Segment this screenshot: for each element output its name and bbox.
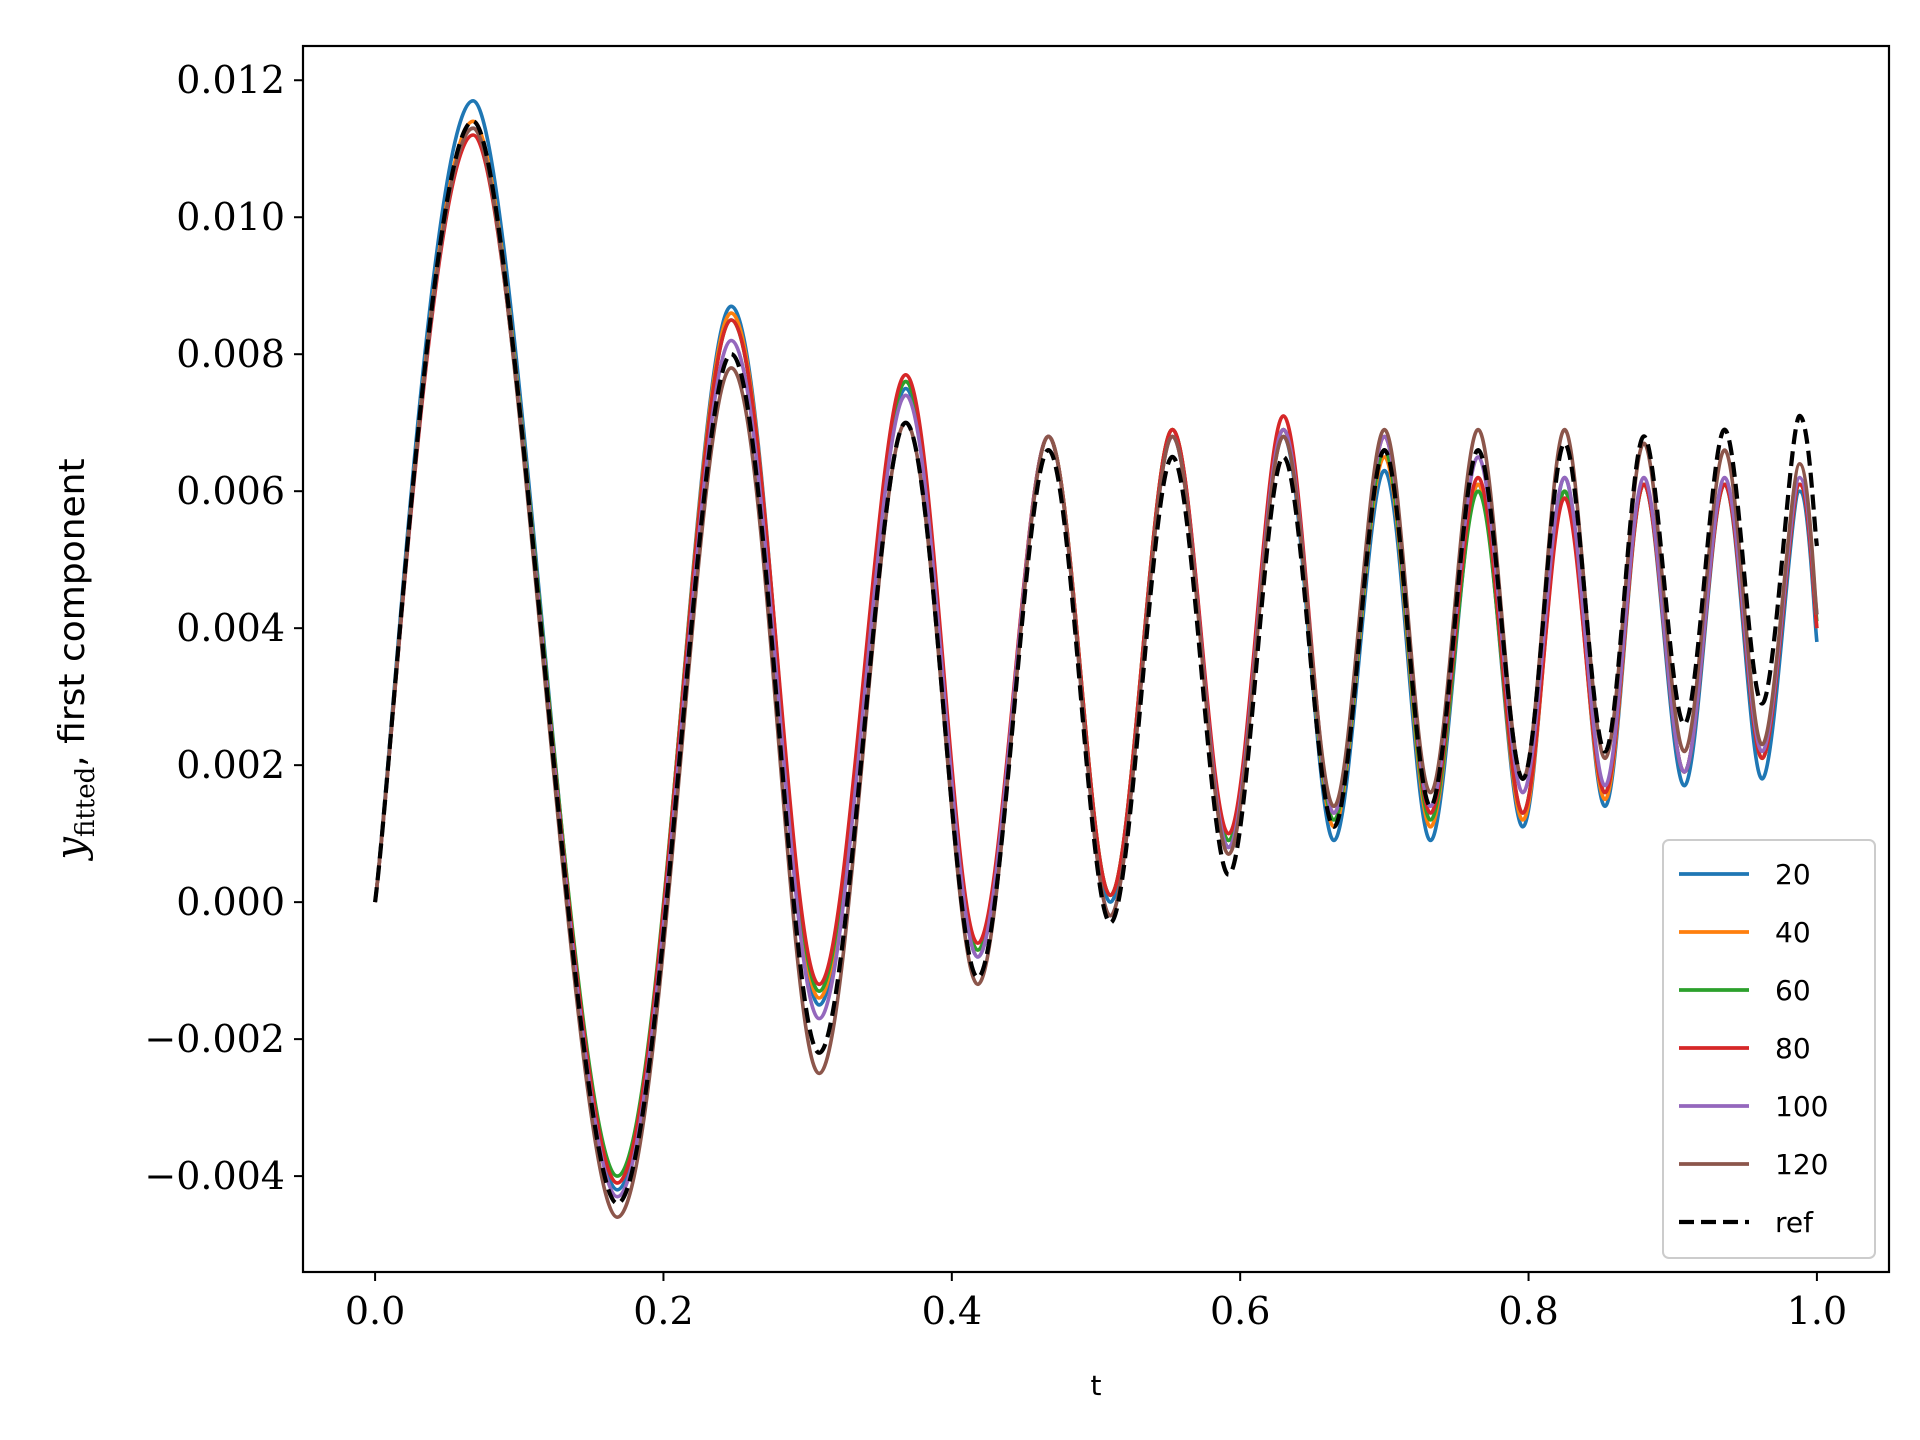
y-tick-label: 0.006	[176, 469, 285, 513]
series-line-100	[373, 126, 1819, 1199]
legend: 20 40 60 80 100 120 ref	[1662, 839, 1876, 1259]
x-axis-label: t	[1091, 1369, 1102, 1402]
series-line-80	[373, 133, 1819, 1185]
y-axis-label-main: y	[48, 836, 94, 862]
y-tick-label: −0.004	[144, 1154, 285, 1198]
legend-label-80: 80	[1775, 1032, 1811, 1065]
legend-box	[1662, 839, 1876, 1259]
legend-label-120: 120	[1775, 1148, 1828, 1181]
legend-label-60: 60	[1775, 974, 1811, 1007]
series-layer	[373, 99, 1819, 1219]
y-axis-label: yfitted, first component	[48, 458, 101, 861]
y-tick-label: 0.004	[176, 606, 285, 650]
legend-label-20: 20	[1775, 858, 1811, 891]
y-axis-label-rest: , first component	[52, 458, 93, 766]
series-line-40	[373, 119, 1819, 1185]
legend-label-ref: ref	[1775, 1206, 1814, 1239]
ticks-layer: 0.0 0.2 0.4 0.6 0.8 1.0 −0.004 −0.002 0.000 0.002…	[144, 58, 1847, 1333]
y-tick-label: 0.000	[176, 880, 285, 924]
y-tick-label: 0.012	[176, 58, 285, 102]
x-tick-label: 0.0	[345, 1289, 405, 1333]
x-tick-label: 0.6	[1210, 1289, 1270, 1333]
y-tick-label: 0.002	[176, 743, 285, 787]
x-tick-label: 0.4	[922, 1289, 982, 1333]
y-tick-label: −0.002	[144, 1017, 285, 1061]
series-line-20	[373, 99, 1819, 1192]
legend-label-100: 100	[1775, 1090, 1828, 1123]
legend-label-40: 40	[1775, 916, 1811, 949]
y-axis-label-sub: fitted	[71, 767, 101, 837]
x-tick-label: 0.8	[1498, 1289, 1558, 1333]
series-line-ref	[373, 119, 1819, 1206]
series-line-60	[373, 126, 1819, 1178]
y-tick-label: 0.010	[176, 195, 285, 239]
x-tick-label: 0.2	[633, 1289, 693, 1333]
plot-frame	[301, 44, 1891, 1274]
x-tick-label: 1.0	[1787, 1289, 1847, 1333]
y-tick-label: 0.008	[176, 332, 285, 376]
series-line-120	[373, 126, 1819, 1219]
